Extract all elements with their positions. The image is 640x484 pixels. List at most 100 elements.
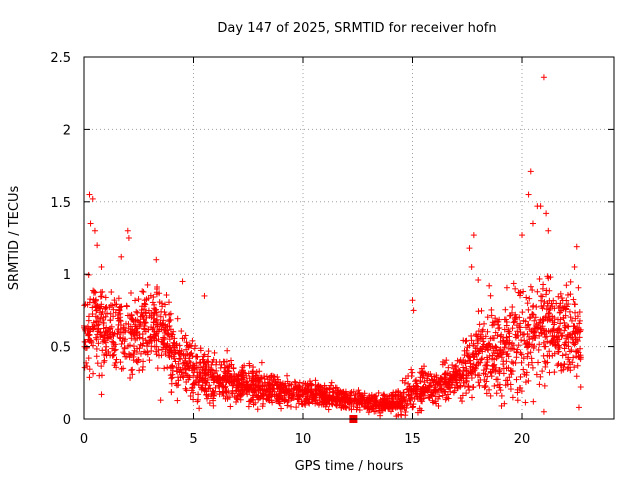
data-point <box>326 385 333 392</box>
data-point <box>167 347 174 354</box>
data-point <box>519 232 526 239</box>
data-point <box>226 373 233 380</box>
data-point <box>466 387 473 394</box>
data-point <box>165 318 172 325</box>
data-point <box>145 307 152 314</box>
data-point <box>206 400 213 407</box>
data-point <box>252 386 259 393</box>
data-point <box>552 341 559 348</box>
data-point <box>86 366 93 373</box>
data-point <box>222 395 229 402</box>
data-point <box>493 344 500 351</box>
data-point <box>312 400 319 407</box>
data-point <box>201 377 208 384</box>
data-point <box>148 324 155 331</box>
data-point <box>550 325 557 332</box>
data-point <box>129 316 136 323</box>
data-point <box>484 314 491 321</box>
data-point <box>266 388 273 395</box>
data-point <box>508 358 515 365</box>
data-point <box>512 311 519 318</box>
data-point <box>339 389 346 396</box>
data-point <box>167 372 174 379</box>
data-point <box>163 292 170 299</box>
x-tick-label: 10 <box>295 432 312 447</box>
data-point <box>226 394 233 401</box>
data-point <box>471 367 478 374</box>
data-point <box>539 285 546 292</box>
data-point <box>139 303 146 310</box>
data-point <box>546 313 553 320</box>
data-point <box>542 343 549 350</box>
data-point <box>441 371 448 378</box>
data-point <box>161 309 168 316</box>
x-tick-label: 0 <box>80 432 88 447</box>
data-point <box>136 367 143 374</box>
data-point <box>238 380 245 387</box>
data-point <box>132 323 139 330</box>
data-point <box>137 321 144 328</box>
data-point <box>94 322 101 329</box>
data-point <box>185 362 192 369</box>
data-point <box>501 344 508 351</box>
data-point <box>112 359 119 366</box>
data-point <box>104 310 111 317</box>
data-point <box>107 317 114 324</box>
data-point <box>94 314 101 321</box>
data-point <box>295 392 302 399</box>
data-point <box>227 379 234 386</box>
data-point <box>433 372 440 379</box>
data-point <box>551 369 558 376</box>
data-point <box>174 315 181 322</box>
data-point <box>134 349 141 356</box>
data-point <box>170 339 177 346</box>
data-point <box>488 306 495 313</box>
data-point <box>229 390 236 397</box>
data-point <box>261 373 268 380</box>
data-point <box>572 348 579 355</box>
data-point <box>498 392 505 399</box>
data-point <box>136 345 143 352</box>
data-point <box>95 340 102 347</box>
data-point <box>278 396 285 403</box>
data-point <box>476 382 483 389</box>
data-point <box>475 328 482 335</box>
data-point <box>117 359 124 366</box>
data-point <box>282 387 289 394</box>
data-point <box>553 334 560 341</box>
data-point <box>543 306 550 313</box>
data-point <box>556 309 563 316</box>
data-point <box>547 339 554 346</box>
data-point <box>92 303 99 310</box>
data-point <box>120 349 127 356</box>
data-point <box>296 386 303 393</box>
data-point <box>98 372 105 379</box>
data-point <box>135 296 142 303</box>
data-point <box>186 374 193 381</box>
data-point <box>154 321 161 328</box>
data-point <box>183 387 190 394</box>
data-point <box>127 374 134 381</box>
data-point <box>413 380 420 387</box>
data-point <box>101 357 108 364</box>
data-point <box>89 304 96 311</box>
data-point <box>149 299 156 306</box>
data-point <box>247 381 254 388</box>
data-point <box>91 227 98 234</box>
data-point <box>406 395 413 402</box>
data-point <box>405 372 412 379</box>
data-point <box>303 390 310 397</box>
data-point <box>131 347 138 354</box>
data-point <box>504 381 511 388</box>
data-point <box>334 391 341 398</box>
data-point <box>173 341 180 348</box>
data-point <box>541 382 548 389</box>
data-point <box>443 384 450 391</box>
data-point <box>250 401 257 408</box>
data-point <box>474 356 481 363</box>
data-point <box>326 401 333 408</box>
data-point <box>472 345 479 352</box>
data-point <box>423 375 430 382</box>
data-point <box>277 379 284 386</box>
data-point <box>452 363 459 370</box>
